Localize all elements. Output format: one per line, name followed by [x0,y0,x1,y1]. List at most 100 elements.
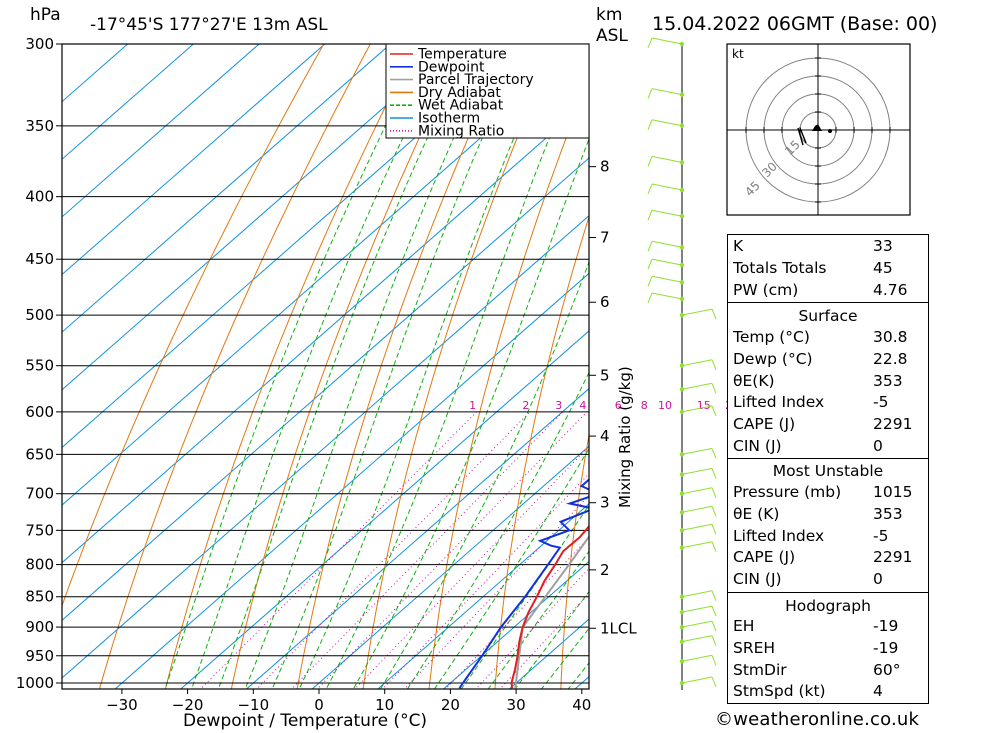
dry-adiabat-line [934,7,984,709]
wet-adiabat-line [352,137,589,689]
table-row: Pressure (mb) 1015 [728,483,928,504]
wet-adiabat-line [325,44,589,689]
pressure-tick-label: 500 [25,306,54,324]
pressure-tick-label: 700 [25,485,54,503]
km-axis: 8 7 6 5 4 3 2 1LCL [589,158,637,637]
row-value: -5 [873,393,889,412]
table-row: Totals Totals 45 [728,259,928,280]
pressure-tick-label: 1000 [16,674,54,692]
table-row: StmSpd (kt) 4 [728,682,928,703]
row-label: Totals Totals [733,258,827,277]
legend-entry-label: Mixing Ratio [418,123,504,139]
row-value: -19 [873,617,899,635]
row-label: K [733,237,744,255]
table-row: Lifted Index -5 [728,527,928,548]
dry-adiabat-line [362,44,558,689]
legend-entry-label: Wet Adiabat [418,98,504,114]
pressure-tick-label: 300 [25,35,54,53]
hodograph-unit: kt [732,47,744,61]
row-label: CAPE (J) [733,548,796,567]
isotherm-line [62,157,589,621]
wind-barb [647,37,683,49]
table-row: θE (K) 353 [728,505,928,526]
km-tick-label: 6 [600,293,610,311]
wet-adiabat-line [217,44,473,689]
temperature-tick-label: 20 [441,696,460,714]
hodograph-table: Hodograph EH -19 SREH -19 StmDir 60° StmSpd (k… [727,592,929,704]
row-value: 2291 [873,548,913,567]
table-row: EH -19 [728,617,928,638]
row-value: 2291 [873,415,913,434]
surface-title: Surface [798,307,858,325]
surface-table: Surface Temp (°C) 30.8 Dewp (°C) 22.8 θE(K) 3… [727,302,929,460]
wind-barb [681,676,717,688]
parcel-trajectory-line [514,534,589,689]
pressure-tick-label: 550 [25,357,54,375]
wind-barb [647,275,683,287]
hpa-unit-label: hPa [30,5,61,25]
km-tick-label: 8 [600,158,610,176]
isotherm-line [311,445,589,689]
table-row: CIN (J) 0 [728,437,928,458]
wind-barb [647,119,683,130]
datetime-title: 15.04.2022 06GMT (Base: 00) [652,13,937,35]
row-value: 353 [873,371,903,390]
isotherm-line [62,44,457,391]
row-label: Temp (°C) [733,328,810,346]
wind-barb [681,654,717,666]
wet-adiabat-line [379,260,589,689]
wind-barb [681,541,717,552]
row-label: StmDir [733,660,787,679]
isotherm-line [62,214,589,679]
asl-unit-label: ASL [596,26,628,46]
pressure-tick-label: 900 [25,618,54,636]
wind-barb [647,258,683,270]
mixing-ratio-tick-label: 4 [579,399,586,412]
wind-barb [681,467,717,479]
row-label: SREH [733,638,776,657]
wind-barb [681,447,717,459]
legend-entry-label: Parcel Trajectory [418,72,534,88]
km-tick-label: 2 [600,561,610,579]
row-label: Lifted Index [733,393,825,412]
dry-adiabat-line [494,215,589,689]
most-unstable-title: Most Unstable [772,462,884,480]
dry-adiabat-line [428,77,589,689]
table-row: PW (cm) 4.76 [728,281,928,302]
wind-level-dot [679,609,685,615]
wind-barb [647,155,683,167]
row-value: 60° [873,660,901,679]
legend-entry-label: Dewpoint [418,59,485,75]
row-label: Pressure (mb) [733,483,842,501]
row-label: CIN (J) [733,570,782,589]
wind-level-dot [679,510,685,515]
legend-entry-label: Dry Adiabat [418,85,501,101]
hodograph-trace [812,124,822,131]
wind-level-dot [679,545,685,550]
km-tick-label: 3 [600,494,610,512]
wind-level-dot [679,123,685,129]
wind-level-dot [679,187,685,193]
wet-adiabat-lines [164,44,589,689]
plot-frame [61,43,590,690]
mixing-ratio-tick-label: 3 [555,399,562,412]
pressure-tick-label: 650 [25,445,54,463]
isotherm-line [62,44,392,333]
wind-level-dot [679,594,685,599]
row-label: Lifted Index [733,526,825,545]
x-axis-label: Dewpoint / Temperature (°C) [183,711,427,731]
mixing-ratio-axis-label: Mixing Ratio (g/kg) [616,366,634,508]
copyright-symbol: © [715,709,734,730]
wind-barb [647,209,683,221]
pressure-tick-label: 850 [25,588,54,606]
isotherm-line [62,44,523,449]
row-value: 4.76 [873,280,908,299]
isotherm-line [62,44,589,506]
dewpoint-line [458,478,589,689]
pressure-lines [62,44,589,684]
wind-barb [681,487,717,498]
row-value: 353 [873,504,903,523]
